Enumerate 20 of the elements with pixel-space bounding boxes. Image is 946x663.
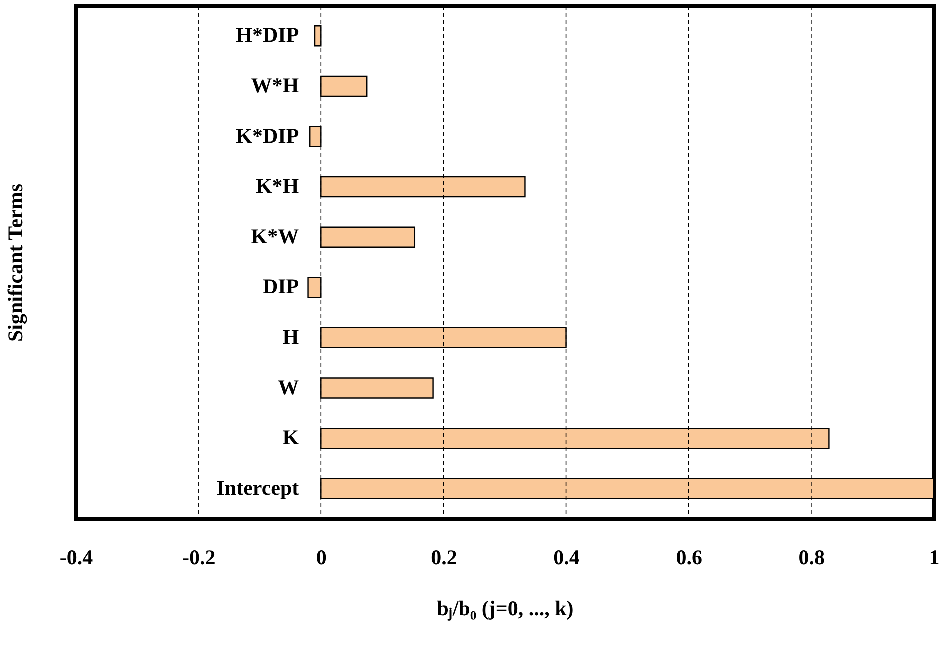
y-tick-label: K — [282, 426, 300, 450]
y-tick-label: H*DIP — [236, 23, 300, 48]
y-axis-title: Significant Terms — [4, 184, 28, 342]
x-tick-label: 0.8 — [798, 546, 826, 570]
y-tick-label: K*W — [251, 224, 300, 248]
y-tick-label: W*H — [251, 73, 300, 98]
y-tick-label: Intercept — [216, 476, 300, 500]
x-axis-title: bⱼ/b₀ (j=0, ..., k) — [437, 596, 574, 622]
y-tick-label: DIP — [262, 274, 300, 299]
x-tick-label: -0.4 — [60, 546, 94, 570]
x-tick-label: 0.4 — [554, 546, 580, 570]
x-tick-label: 0.2 — [431, 546, 458, 570]
x-tick-label: 0.6 — [676, 546, 702, 570]
y-tick-label: W — [278, 375, 300, 400]
y-tick-label: K*DIP — [236, 124, 300, 148]
y-tick-label: K*H — [256, 174, 300, 198]
x-tick-label: 0 — [316, 546, 327, 570]
y-tick-label: H — [282, 324, 300, 349]
x-tick-label: 1 — [929, 546, 940, 570]
x-tick-label: -0.2 — [182, 546, 216, 570]
